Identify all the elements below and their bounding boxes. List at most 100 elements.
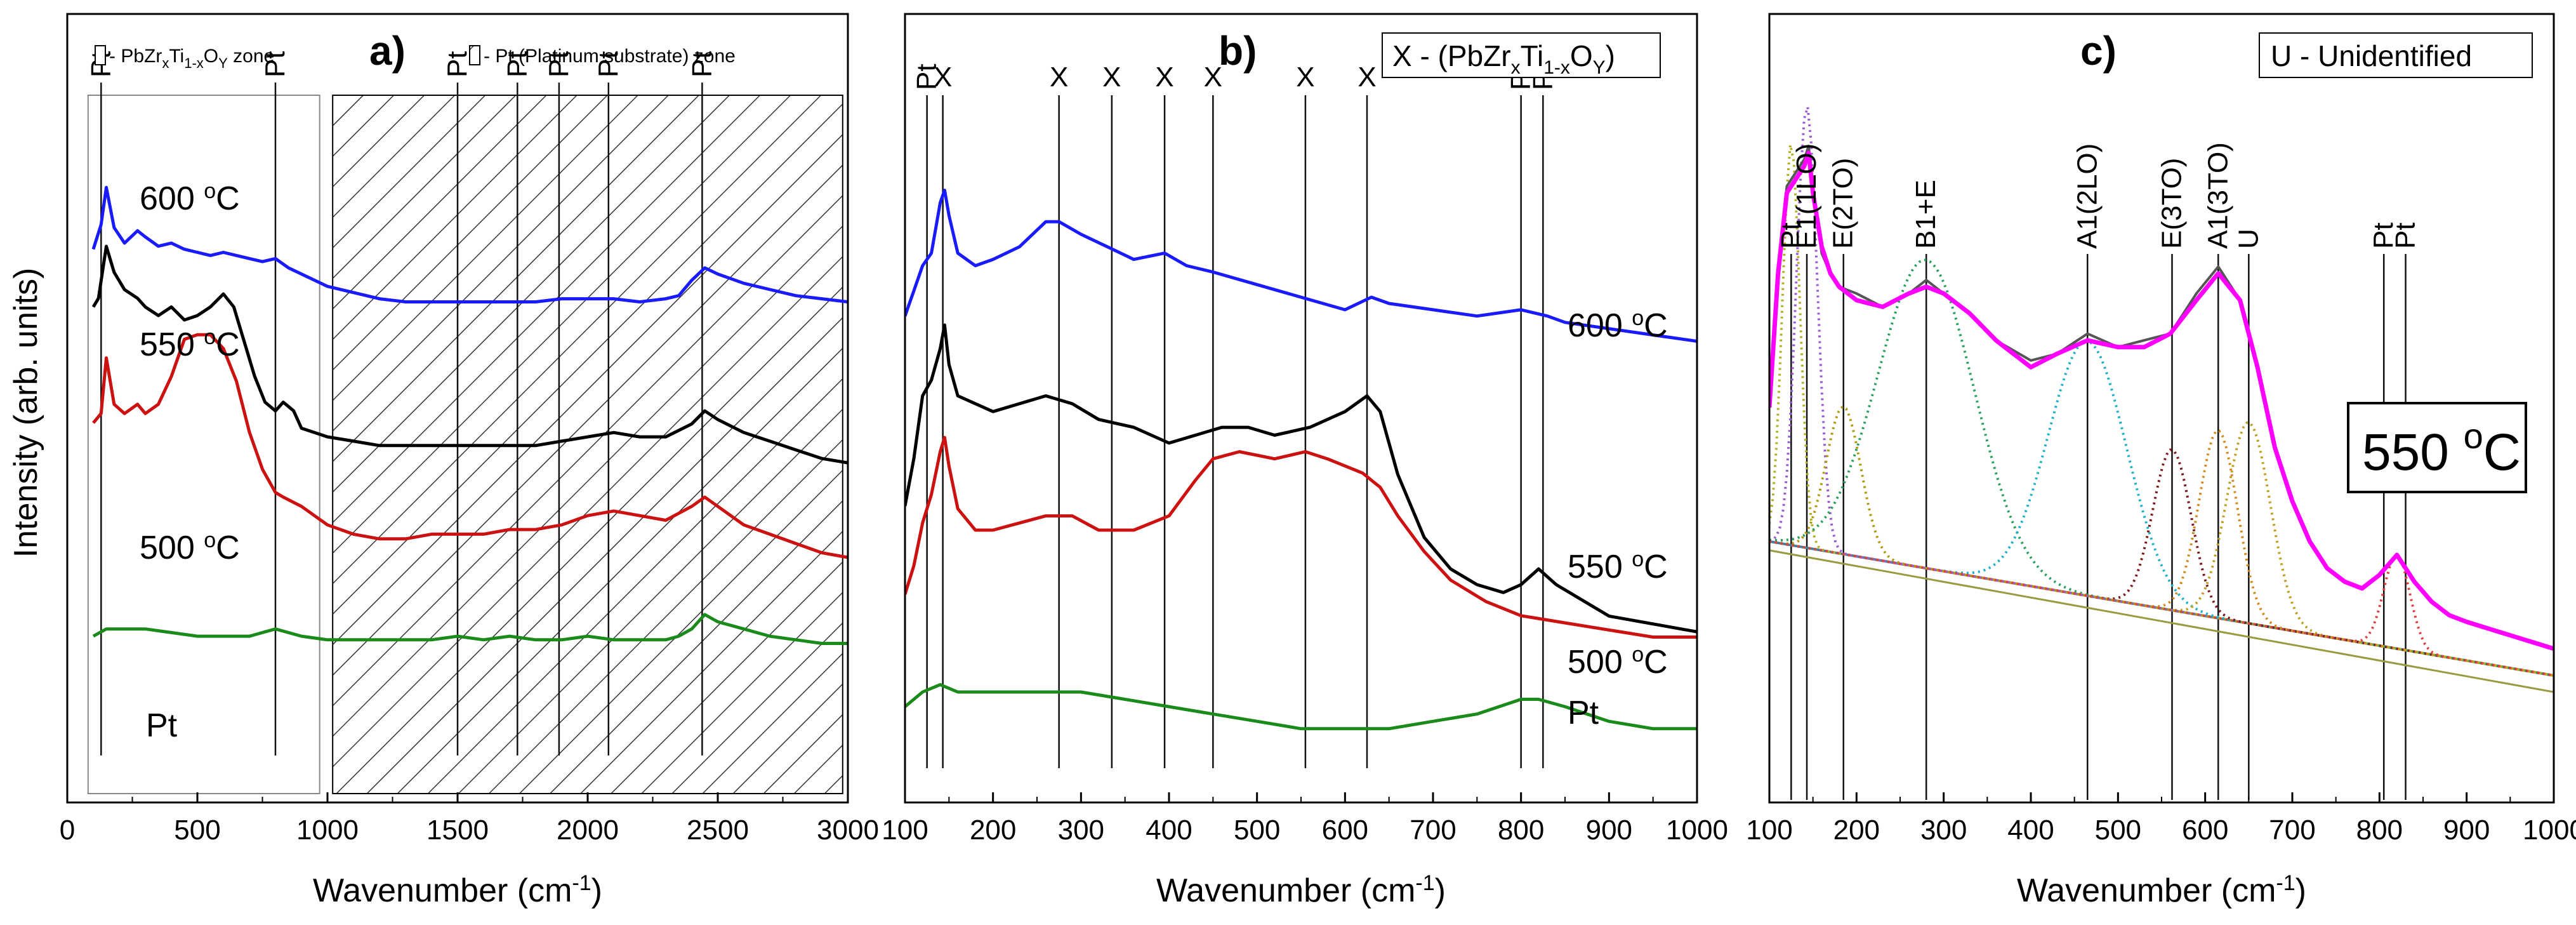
x-tick-label-c-1000: 1000: [2523, 815, 2576, 846]
x-tick-label-b-800: 800: [1498, 815, 1544, 846]
ref-label-b-4: X: [1155, 62, 1173, 93]
legend-c-text: U - Unidentified: [2271, 39, 2472, 72]
temperature-base: 550: [2362, 423, 2464, 481]
series-label-a-3: Pt: [146, 707, 178, 744]
temperature-box-frame: [2347, 402, 2527, 493]
x-axis-label-b: Wavenumber (cm-1): [1156, 871, 1446, 909]
x-tick-label-c-400: 400: [2007, 815, 2054, 846]
x-tick-label-a-0: 0: [60, 815, 75, 846]
fit-peak-8: [1769, 540, 2554, 677]
plot-frame-b: [904, 13, 1698, 804]
baseline-c-2: [1769, 549, 2554, 693]
x-axis-label-b-sup: -1: [1415, 871, 1434, 895]
x-tick-label-c-100: 100: [1746, 815, 1792, 846]
x-tick-label-c-200: 200: [1833, 815, 1880, 846]
legend-a-item1-mid2: O: [204, 46, 218, 67]
legend-c: U - Unidentified: [2259, 32, 2533, 78]
series-label-sup: o: [1632, 642, 1644, 667]
legend-b-sub1: x: [1511, 57, 1521, 78]
y-axis-label: Intensity (arb. units): [8, 268, 44, 558]
legend-text-hatched: - Pt (Platinum substrate) zone: [484, 46, 736, 67]
legend-b-text-base: X - (PbZr: [1392, 39, 1511, 72]
x-axis-label-b-base: Wavenumber (cm: [1156, 872, 1415, 909]
x-tick-label-c-500: 500: [2095, 815, 2141, 846]
series-label-sup: o: [1632, 547, 1644, 571]
series-label-b-1: 550 oC: [1568, 547, 1668, 585]
series-line-a-2: [92, 333, 848, 559]
series-label-a-1: 550 oC: [140, 325, 240, 363]
legend-text-clear: - PbZrxTi1-xOY zone: [109, 46, 274, 71]
legend-a-item1-text: - PbZr: [109, 46, 162, 67]
x-tick-label-c-800: 800: [2356, 815, 2403, 846]
series-label-base: 550: [140, 326, 204, 363]
x-axis-label-b-end: ): [1435, 872, 1446, 909]
series-label-base: 500: [1568, 644, 1632, 681]
series-label-a-2: 500 oC: [140, 528, 240, 566]
legend-b-mid2: O: [1570, 39, 1593, 72]
legend-b-end: ): [1606, 39, 1615, 72]
series-label-base: 500: [140, 529, 204, 566]
series-line-b-3: [905, 682, 1697, 731]
series-line-a-3: [92, 613, 848, 645]
legend-b-sub3: Y: [1593, 57, 1606, 78]
x-tick-label-b-200: 200: [970, 815, 1016, 846]
series-line-a-1: [91, 244, 848, 465]
x-axis-label-c-end: ): [2295, 872, 2306, 909]
x-axis-label-a: Wavenumber (cm-1): [313, 871, 602, 909]
ref-label-c-4: A1(2LO): [2071, 143, 2103, 249]
legend-a-item1-sub1: x: [162, 55, 169, 71]
x-tick-label-a-1000: 1000: [296, 815, 359, 846]
ref-label-c-5: E(3TO): [2156, 158, 2187, 249]
series-label-a-0: 600 oC: [140, 179, 240, 217]
legend-a-item1-sub3: Y: [218, 55, 228, 71]
legend-b-mid: Ti: [1521, 39, 1544, 72]
fit-peak-4: [1769, 340, 2554, 677]
series-label-base: 600: [1568, 307, 1632, 344]
legend-swatch-hatched: [469, 45, 480, 65]
series-label-sup: o: [204, 325, 216, 349]
x-tick-label-c-700: 700: [2269, 815, 2315, 846]
ref-label-a-5: Pt: [593, 51, 624, 77]
series-line-b-1: [905, 323, 1697, 634]
x-axis-label-a-end: ): [591, 872, 602, 909]
ref-label-b-5: X: [1204, 62, 1222, 93]
legend-a: - PbZrxTi1-xOY zone - Pt (Platinum subst…: [95, 45, 736, 71]
x-axis-label-c-base: Wavenumber (cm: [2017, 872, 2276, 909]
x-tick-label-c-300: 300: [1920, 815, 1967, 846]
legend-box-c: [2259, 32, 2533, 78]
x-tick-label-a-2500: 2500: [687, 815, 749, 846]
x-axis-label-c-sup: -1: [2276, 871, 2295, 895]
ref-label-b-3: X: [1102, 62, 1121, 93]
x-tick-label-b-100: 100: [882, 815, 928, 846]
x-axis-label-a-base: Wavenumber (cm: [313, 872, 572, 909]
series-line-a-0: [91, 185, 848, 303]
ref-label-c-8: Pt: [2368, 222, 2399, 249]
legend-a-item1-end: zone: [228, 46, 274, 67]
temperature-end: C: [2483, 423, 2521, 481]
legend-box-b: [1382, 32, 1661, 78]
panel-label-b: b): [1219, 28, 1257, 74]
series-label-end: C: [1644, 549, 1668, 585]
temperature-box: 550 oC: [2347, 402, 2527, 493]
x-tick-label-a-2000: 2000: [557, 815, 619, 846]
legend-b-text: X - (PbZrxTi1-xOY): [1392, 39, 1615, 78]
ref-label-b-7: X: [1357, 62, 1376, 93]
series-line-b-2: [905, 436, 1697, 639]
series-line-c-fit: [1769, 150, 2554, 651]
ref-label-a-2: Pt: [442, 51, 473, 77]
ref-label-b-0: Pt: [911, 63, 942, 90]
temperature-sup: o: [2464, 416, 2483, 456]
temperature-box-text: 550 oC: [2362, 416, 2521, 481]
x-tick-label-b-500: 500: [1234, 815, 1280, 846]
x-tick-label-b-900: 900: [1586, 815, 1632, 846]
ref-label-a-1: Pt: [260, 51, 291, 77]
x-tick-label-b-700: 700: [1410, 815, 1456, 846]
x-tick-label-b-600: 600: [1322, 815, 1368, 846]
ref-label-a-4: Pt: [543, 51, 574, 77]
x-tick-label-a-3000: 3000: [817, 815, 879, 846]
legend-b: X - (PbZrxTi1-xOY): [1382, 32, 1661, 78]
ref-label-c-0: Pt: [1775, 222, 1806, 249]
